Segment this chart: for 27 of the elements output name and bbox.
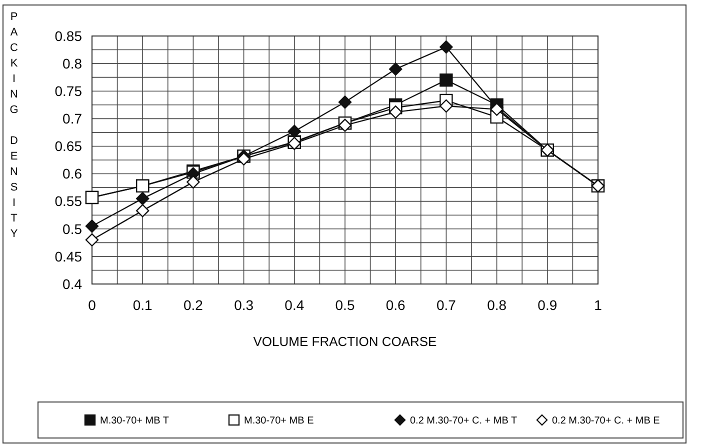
x-tick-label: 0.5 [335,297,355,313]
x-tick-label: 0.4 [284,297,304,313]
y-tick-label: 0.65 [54,138,82,154]
y-tick-label: 0.8 [62,55,82,72]
x-tick-label: 0.3 [234,297,254,313]
y-tick-label: 0.75 [54,83,82,100]
y-tick-label: 0.7 [62,110,82,127]
legend-label: 0.2 M.30-70+ C. + MB E [552,416,660,426]
x-tick-label: 0.8 [487,297,507,313]
y-tick-label: 0.6 [62,166,82,182]
x-tick-label: 0.6 [386,297,406,313]
y-tick-label: 0.45 [54,248,82,264]
legend-label: M.30-70+ MB E [244,416,314,426]
y-tick-label: 0.5 [62,220,82,237]
y-tick-label: 0.55 [54,193,82,210]
x-tick-label: 0 [88,297,96,313]
x-tick-label: 0.9 [538,297,558,313]
x-tick-label: 0.2 [183,297,204,313]
x-tick-label: 0.1 [132,297,153,313]
legend-label: 0.2 M.30-70+ C. + MB T [410,416,518,426]
x-tick-label: 0.7 [436,297,456,313]
x-tick-label: 1 [594,297,602,313]
y-tick-label: 0.4 [62,276,82,292]
y-tick-label: 0.85 [54,28,82,44]
legend-label: M.30-70+ MB T [100,416,170,426]
x-axis-title: VOLUME FRACTION COARSE [253,334,438,349]
text: PACKING DENSITY [10,11,18,240]
